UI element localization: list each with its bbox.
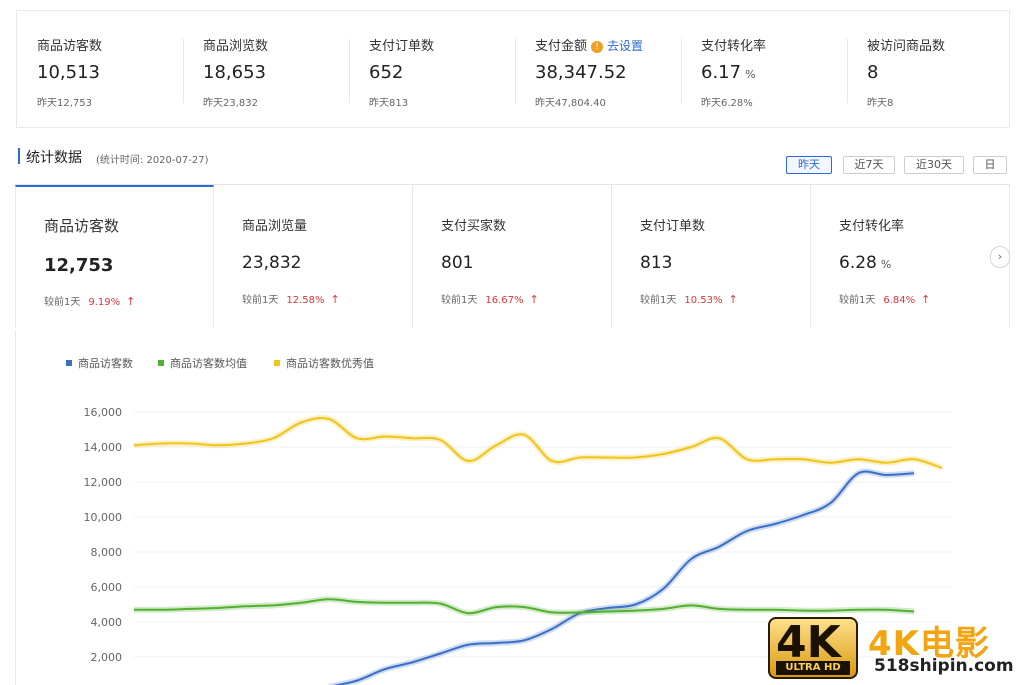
metric-compare: 较前1天 9.19% ↑ [44, 295, 136, 308]
arrow-up-icon: ↑ [126, 295, 136, 308]
y-tick-label: 10,000 [84, 511, 123, 524]
metric-card-visitors[interactable]: 商品访客数 12,753 较前1天 9.19% ↑ [15, 185, 214, 328]
arrow-up-icon: ↑ [728, 293, 738, 306]
metric-value: 801 [441, 253, 474, 273]
metric-card-orders[interactable]: 支付订单数 813 较前1天 10.53% ↑ [612, 185, 811, 328]
summary-value: 10,513 [37, 62, 100, 83]
metric-label: 商品访客数 [44, 217, 120, 235]
metric-compare: 较前1天 16.67% ↑ [441, 293, 539, 306]
summary-conversion: 支付转化率 6.17% 昨天6.28% [681, 11, 847, 129]
summary-label: 支付订单数 [369, 39, 435, 54]
legend-swatch [66, 360, 72, 366]
y-tick-label: 2,000 [91, 651, 123, 664]
y-tick-label: 8,000 [91, 546, 123, 559]
summary-amount: 支付金额! 去设置 38,347.52 昨天47,804.40 [515, 11, 681, 129]
legend-item-visitors[interactable]: 商品访客数 [66, 355, 133, 371]
summary-label: 商品访客数 [37, 39, 103, 54]
summary-label: 被访问商品数 [867, 39, 946, 54]
range-30days-button[interactable]: 近30天 [904, 156, 964, 174]
summary-yesterday: 昨天8 [867, 98, 894, 109]
divider [515, 39, 516, 103]
y-tick-label: 4,000 [91, 616, 123, 629]
summary-visited-products: 被访问商品数 8 昨天8 [847, 11, 1013, 129]
summary-yesterday: 昨天47,804.40 [535, 98, 606, 109]
y-tick-label: 12,000 [84, 476, 123, 489]
divider [681, 39, 682, 103]
summary-value: 18,653 [203, 62, 266, 83]
metric-value: 6.28% [839, 253, 892, 273]
y-tick-label: 6,000 [91, 581, 123, 594]
summary-value: 38,347.52 [535, 62, 627, 83]
range-7days-button[interactable]: 近7天 [843, 156, 895, 174]
legend-item-average[interactable]: 商品访客数均值 [158, 355, 247, 371]
trend-chart: 商品访客数 商品访客数均值 商品访客数优秀值 16,000 14,000 12,00… [15, 330, 1010, 685]
series-line-average [133, 598, 915, 615]
metric-compare: 较前1天 12.58% ↑ [242, 293, 340, 306]
watermark-logo: 4K ULTRA HD [768, 617, 858, 679]
summary-label: 支付转化率 [701, 39, 767, 54]
metric-value: 12,753 [44, 255, 114, 276]
metric-card-conversion[interactable]: 支付转化率 6.28% 较前1天 6.84% ↑ [811, 185, 1010, 328]
metric-label: 支付转化率 [839, 219, 905, 234]
summary-views: 商品浏览数 18,653 昨天23,832 [183, 11, 349, 129]
divider [349, 39, 350, 103]
chart-svg: 16,000 14,000 12,000 10,000 8,000 6,000 4,000 2… [84, 406, 952, 685]
warning-icon: ! [591, 41, 604, 53]
legend-swatch [274, 360, 280, 366]
summary-yesterday: 昨天813 [369, 98, 409, 109]
metric-label: 商品浏览量 [242, 219, 308, 234]
summary-label: 商品浏览数 [203, 39, 269, 54]
metric-value: 813 [640, 253, 673, 273]
series-line-excellent [133, 416, 943, 469]
watermark-url: 518shipin.com [874, 656, 1014, 676]
range-day-button[interactable]: 日 [973, 156, 1007, 174]
summary-value: 6.17% [701, 62, 756, 83]
set-link[interactable]: 去设置 [607, 39, 644, 53]
legend-swatch [158, 360, 164, 366]
summary-panel: 商品访客数 10,513 昨天12,753 商品浏览数 18,653 昨天23,… [16, 10, 1010, 128]
summary-value: 652 [369, 62, 404, 83]
metric-label: 支付订单数 [640, 219, 706, 234]
metric-value: 23,832 [242, 253, 302, 273]
section-time: (统计时间: 2020-07-27) [96, 155, 209, 166]
series-line-visitors [332, 470, 915, 685]
summary-orders: 支付订单数 652 昨天813 [349, 11, 515, 129]
metric-card-buyers[interactable]: 支付买家数 801 较前1天 16.67% ↑ [413, 185, 612, 328]
y-tick-label: 14,000 [84, 441, 123, 454]
summary-value: 8 [867, 62, 879, 83]
chevron-right-icon[interactable]: › [990, 246, 1010, 268]
summary-visitors: 商品访客数 10,513 昨天12,753 [17, 11, 183, 129]
metric-label: 支付买家数 [441, 219, 507, 234]
metric-card-views[interactable]: 商品浏览量 23,832 较前1天 12.58% ↑ [214, 185, 413, 328]
range-yesterday-button[interactable]: 昨天 [786, 156, 832, 174]
arrow-up-icon: ↑ [330, 293, 340, 306]
summary-yesterday: 昨天12,753 [37, 98, 92, 109]
section-title: 统计数据 [26, 150, 82, 166]
metric-compare: 较前1天 6.84% ↑ [839, 293, 931, 306]
divider [183, 39, 184, 103]
arrow-up-icon: ↑ [921, 293, 931, 306]
arrow-up-icon: ↑ [529, 293, 539, 306]
y-tick-label: 16,000 [84, 406, 123, 419]
section-accent-bar [18, 148, 20, 164]
divider [847, 39, 848, 103]
legend-item-excellent[interactable]: 商品访客数优秀值 [274, 355, 374, 371]
summary-yesterday: 昨天23,832 [203, 98, 258, 109]
metric-compare: 较前1天 10.53% ↑ [640, 293, 738, 306]
summary-label: 支付金额! 去设置 [535, 39, 644, 54]
metric-cards: 商品访客数 12,753 较前1天 9.19% ↑ 商品浏览量 23,832 较前1… [15, 184, 1010, 328]
watermark-text: 4K电影 [868, 624, 991, 664]
summary-yesterday: 昨天6.28% [701, 98, 753, 109]
